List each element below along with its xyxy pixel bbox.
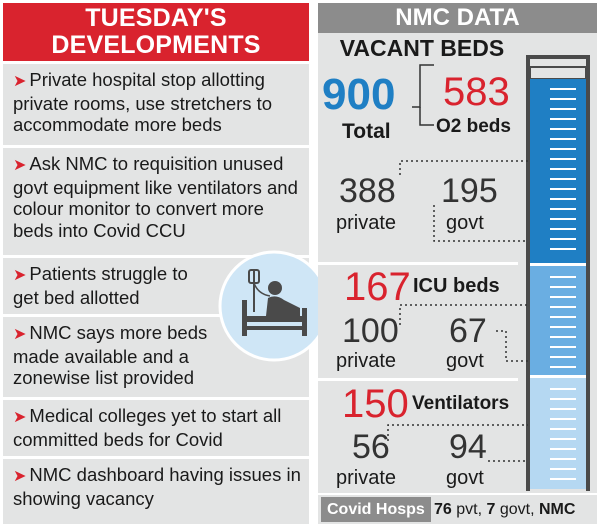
patient-bed-icon xyxy=(218,250,330,362)
govt-count: 7 xyxy=(486,501,496,518)
development-item: ➤ NMC dashboard having issues in showing … xyxy=(3,459,309,524)
ventilators-value: 150 xyxy=(342,382,409,426)
o2-private-label: private xyxy=(336,212,397,234)
bed-column-graphic xyxy=(526,55,590,491)
connector-lines xyxy=(387,64,528,462)
covid-hosps-counts: 76 pvt, 7 govt, NMC xyxy=(434,497,575,522)
ventilators-label: Ventilators xyxy=(412,393,510,414)
vent-private-label: private xyxy=(336,467,397,489)
developments-header-line-2: DEVELOPMENTS xyxy=(51,31,261,59)
arrow-icon: ➤ xyxy=(13,157,27,174)
arrow-icon: ➤ xyxy=(13,326,27,343)
arrow-icon: ➤ xyxy=(13,267,27,284)
icu-private-value: 100 xyxy=(342,312,399,350)
development-text: Medical colleges yet to start all commit… xyxy=(13,405,282,450)
vent-govt-label: govt xyxy=(446,467,484,489)
icu-beds-label: ICU beds xyxy=(413,275,500,297)
development-text: Private hospital stop allotting private … xyxy=(13,69,273,135)
development-text: Patients struggle to get bed allotted xyxy=(13,263,188,308)
vent-private-value: 56 xyxy=(352,428,390,466)
o2-beds-label: O2 beds xyxy=(436,116,511,137)
icu-beds-value: 167 xyxy=(344,265,411,309)
icu-govt-value: 67 xyxy=(449,312,487,350)
icu-private-label: private xyxy=(336,350,397,372)
source-label: NMC xyxy=(539,501,576,518)
arrow-icon: ➤ xyxy=(13,73,27,90)
arrow-icon: ➤ xyxy=(13,468,27,485)
govt-label: govt, xyxy=(499,501,535,518)
total-vacant-label: Total xyxy=(342,120,391,143)
o2-private-value: 388 xyxy=(339,172,396,210)
developments-header: TUESDAY'S DEVELOPMENTS xyxy=(3,3,309,61)
total-vacant-value: 900 xyxy=(322,70,396,119)
pvt-label: pvt, xyxy=(456,501,483,518)
icu-govt-label: govt xyxy=(446,350,484,372)
o2-govt-label: govt xyxy=(446,212,484,234)
o2-govt-value: 195 xyxy=(441,172,498,210)
development-item: ➤ Ask NMC to requisition unused govt equi… xyxy=(3,148,309,255)
pvt-count: 76 xyxy=(434,501,452,518)
section-divider xyxy=(318,262,518,265)
covid-hosps-tag: Covid Hosps xyxy=(321,497,431,522)
nmc-data-header: NMC DATA xyxy=(318,3,597,33)
development-text: NMC says more beds made available and a … xyxy=(13,322,208,388)
development-item: ➤ Private hospital stop allotting private… xyxy=(3,64,309,145)
vacant-beds-title: VACANT BEDS xyxy=(339,35,505,61)
arrow-icon: ➤ xyxy=(13,409,27,426)
o2-beds-value: 583 xyxy=(443,70,510,114)
development-text: Ask NMC to requisition unused govt equip… xyxy=(13,153,298,241)
development-item: ➤ Medical colleges yet to start all commi… xyxy=(3,400,309,456)
developments-header-line-1: TUESDAY'S xyxy=(85,4,227,32)
vent-govt-value: 94 xyxy=(449,428,487,466)
development-text: NMC dashboard having issues in showing v… xyxy=(13,464,301,509)
section-divider xyxy=(318,378,518,381)
